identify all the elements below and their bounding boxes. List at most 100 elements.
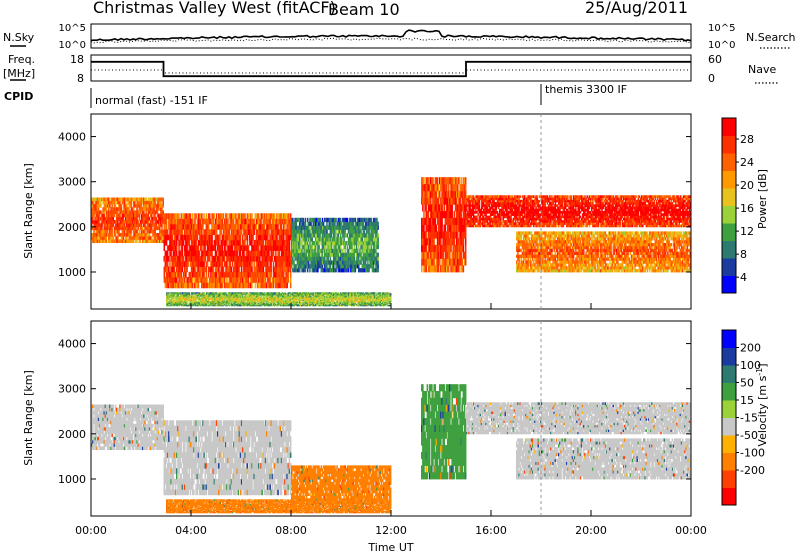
power-cell (118, 213, 120, 218)
power-cell (109, 200, 111, 205)
power-cell (147, 239, 150, 244)
power-cell (182, 223, 185, 230)
power-cell (231, 245, 234, 251)
power-cell (144, 200, 146, 205)
power-cell (152, 239, 154, 244)
power-cell (105, 226, 108, 231)
power-cell (100, 229, 102, 234)
power-cell (453, 238, 456, 246)
power-cell (347, 268, 350, 273)
power-cell (222, 223, 225, 230)
power-cell (192, 255, 194, 262)
power-cell (206, 255, 209, 262)
power-cell (275, 218, 277, 225)
power-cell (145, 226, 147, 231)
power-cell (170, 250, 172, 257)
power-cell (146, 207, 149, 211)
power-cell (536, 195, 539, 198)
power-cell (125, 226, 127, 231)
power-cell (220, 277, 222, 283)
power-cell (476, 215, 478, 219)
power-cell (176, 261, 178, 267)
power-cell (109, 216, 111, 221)
power-cell (254, 250, 257, 257)
power-cell (170, 234, 172, 241)
power-cell (151, 213, 153, 218)
power-cell (106, 226, 109, 231)
power-cell (255, 213, 258, 220)
power-cell (188, 223, 191, 230)
power-cell (235, 213, 237, 220)
power-cell (169, 245, 171, 251)
power-cell (164, 223, 167, 230)
power-cell (285, 271, 287, 278)
power-cell (280, 250, 283, 257)
power-cell (218, 223, 220, 230)
power-cell (464, 238, 467, 246)
power-cell (161, 216, 163, 221)
power-cell (284, 277, 286, 283)
power-cell (145, 210, 147, 215)
power-cell (95, 220, 98, 224)
power-cell (117, 216, 119, 221)
power-cell (238, 245, 241, 251)
power-cell (213, 255, 216, 262)
power-cell (261, 229, 263, 236)
power-cell (111, 197, 113, 202)
power-cell (180, 245, 183, 251)
power-cell (253, 261, 255, 267)
power-cell (229, 234, 232, 241)
power-cell (206, 277, 209, 283)
power-cell (281, 271, 284, 278)
power-cell (271, 255, 274, 262)
power-cell (165, 250, 168, 257)
power-cell (276, 239, 278, 246)
power-cell (138, 229, 141, 234)
cpid-row: CPID normal (fast) -151 IF themis 3300 I… (4, 83, 627, 108)
power-cell (96, 200, 99, 205)
power-cell (138, 210, 141, 215)
power-cell (125, 236, 127, 240)
power-cell (162, 239, 164, 244)
power-cell (93, 197, 95, 202)
power-cell (280, 213, 283, 220)
power-cell (205, 250, 208, 257)
power-cell (339, 233, 342, 238)
power-cell (288, 250, 291, 257)
power-cell (122, 213, 125, 218)
power-cell (239, 234, 242, 241)
power-cell (279, 277, 282, 283)
power-cell (179, 282, 181, 289)
power-cell (267, 255, 269, 262)
power-cell (193, 266, 195, 273)
power-cell (377, 252, 379, 257)
power-cell (198, 229, 201, 236)
power-cell (253, 250, 255, 257)
power-cell (261, 239, 263, 246)
cpid-mode-normal: normal (fast) -151 IF (95, 94, 208, 107)
power-cell (234, 239, 236, 246)
power-cell (278, 234, 281, 241)
power-cell (287, 245, 290, 251)
power-cell (260, 250, 262, 257)
power-cell (180, 250, 183, 257)
power-cell (168, 266, 170, 273)
power-cell (182, 282, 185, 289)
power-cell (367, 260, 369, 265)
power-cell (229, 261, 232, 267)
power-cell (103, 197, 106, 202)
power-cell (129, 204, 132, 208)
power-cell (170, 213, 172, 220)
power-cell (123, 204, 126, 208)
power-cell (262, 223, 265, 230)
power-cell (244, 245, 246, 251)
power-cell (222, 229, 225, 236)
power-cell (140, 204, 143, 208)
power-cell (255, 261, 258, 267)
power-cell (235, 250, 237, 257)
power-cell (136, 204, 138, 208)
power-cell (118, 229, 120, 234)
power-cell (358, 256, 360, 261)
power-cell (314, 248, 317, 254)
power-cell (146, 239, 149, 244)
